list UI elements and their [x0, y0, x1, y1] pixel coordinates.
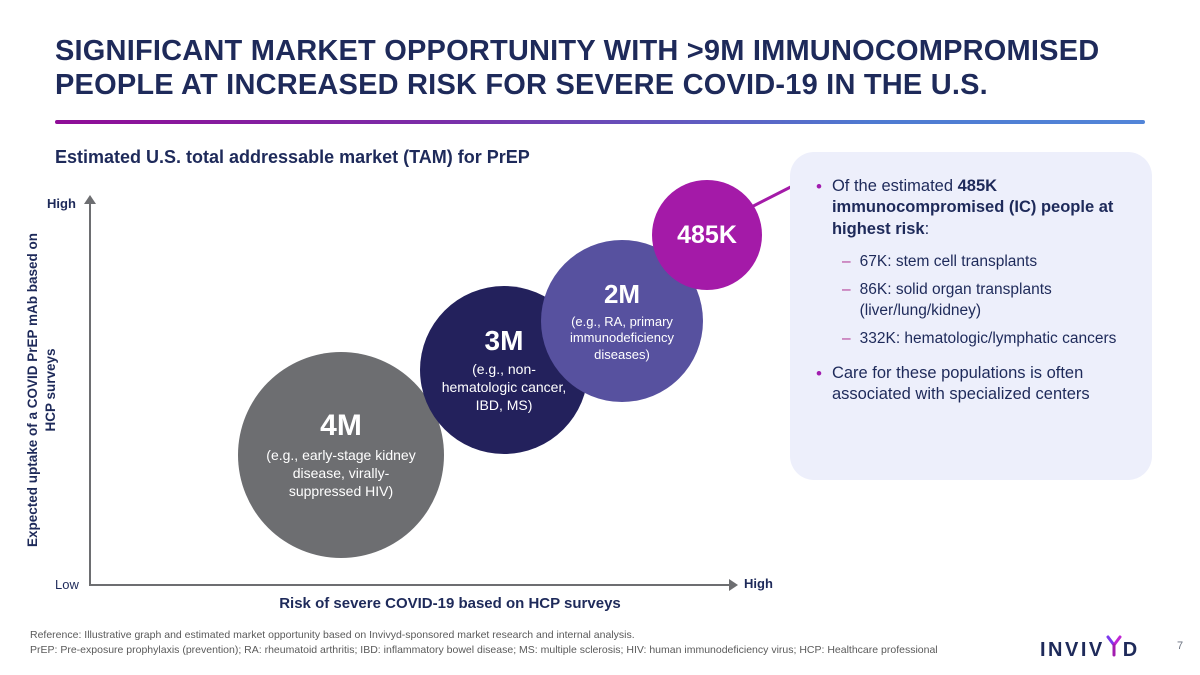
- gradient-divider: [55, 120, 1145, 124]
- sub-bullet-1: – 67K: stem cell transplants: [842, 252, 1126, 272]
- y-axis-line: [89, 203, 91, 585]
- footnote-abbreviations: PrEP: Pre-exposure prophylaxis (preventi…: [30, 644, 938, 656]
- sub-bullet-3-text: 332K: hematologic/lymphatic cancers: [859, 329, 1117, 347]
- y-axis-arrow-icon: [84, 195, 96, 204]
- bubble-485k-value: 485K: [677, 220, 737, 249]
- callout-bullet-2-text: Care for these populations is often asso…: [831, 363, 1090, 404]
- footnote-reference: Reference: Illustrative graph and estima…: [30, 629, 635, 641]
- y-axis-low-label: Low: [55, 577, 79, 592]
- logo-text-right: D: [1122, 638, 1140, 661]
- bubble-2m-value: 2M: [603, 278, 641, 309]
- bubble-485k: 485K: [652, 180, 762, 290]
- x-axis-line: [89, 584, 731, 586]
- dash-icon: –: [842, 281, 851, 299]
- bullet-icon: •: [816, 177, 822, 196]
- bubble-3m-value: 3M: [484, 325, 524, 357]
- callout-sub-bullets: – 67K: stem cell transplants – 86K: soli…: [842, 252, 1126, 349]
- bubble-4m-value: 4M: [320, 409, 362, 443]
- bubble-4m: 4M (e.g., early-stage kidney disease, vi…: [238, 352, 444, 558]
- callout-bullet-1: • Of the estimated 485K immunocompromise…: [816, 176, 1126, 240]
- x-axis-title: Risk of severe COVID-19 based on HCP sur…: [279, 595, 621, 612]
- sub-bullet-2-text: 86K: solid organ transplants (liver/lung…: [859, 281, 1052, 319]
- x-axis-arrow-icon: [729, 579, 738, 591]
- callout-bullet-2: • Care for these populations is often as…: [816, 363, 1126, 406]
- page-number: 7: [1177, 640, 1184, 652]
- dash-icon: –: [842, 329, 851, 347]
- invivyd-logo: INVIV D: [1040, 635, 1140, 665]
- sub-bullet-2: – 86K: solid organ transplants (liver/lu…: [842, 280, 1126, 320]
- callout-panel: • Of the estimated 485K immunocompromise…: [790, 152, 1152, 480]
- page-title: SIGNIFICANT MARKET OPPORTUNITY WITH >9M …: [55, 35, 1100, 102]
- logo-text-left: INVIV: [1040, 638, 1105, 661]
- bubble-3m-description: (e.g., non-hematologic cancer, IBD, MS): [441, 361, 567, 413]
- dash-icon: –: [842, 253, 851, 271]
- callout-bullet-1-text: Of the estimated 485K immunocompromised …: [831, 177, 1114, 238]
- chart-title: Estimated U.S. total addressable market …: [55, 147, 530, 167]
- y-axis-title: Expected uptake of a COVID PrEP mAb base…: [25, 232, 58, 548]
- antibody-y-icon: [1105, 635, 1123, 665]
- y-axis-high-label: High: [47, 196, 76, 211]
- bullet-icon: •: [816, 363, 822, 383]
- sub-bullet-1-text: 67K: stem cell transplants: [859, 253, 1038, 271]
- bubble-2m-description: (e.g., RA, primary immunodeficiency dise…: [569, 313, 675, 362]
- bubble-4m-description: (e.g., early-stage kidney disease, viral…: [266, 447, 416, 499]
- sub-bullet-3: – 332K: hematologic/lymphatic cancers: [842, 329, 1126, 349]
- x-axis-high-label: High: [744, 576, 773, 591]
